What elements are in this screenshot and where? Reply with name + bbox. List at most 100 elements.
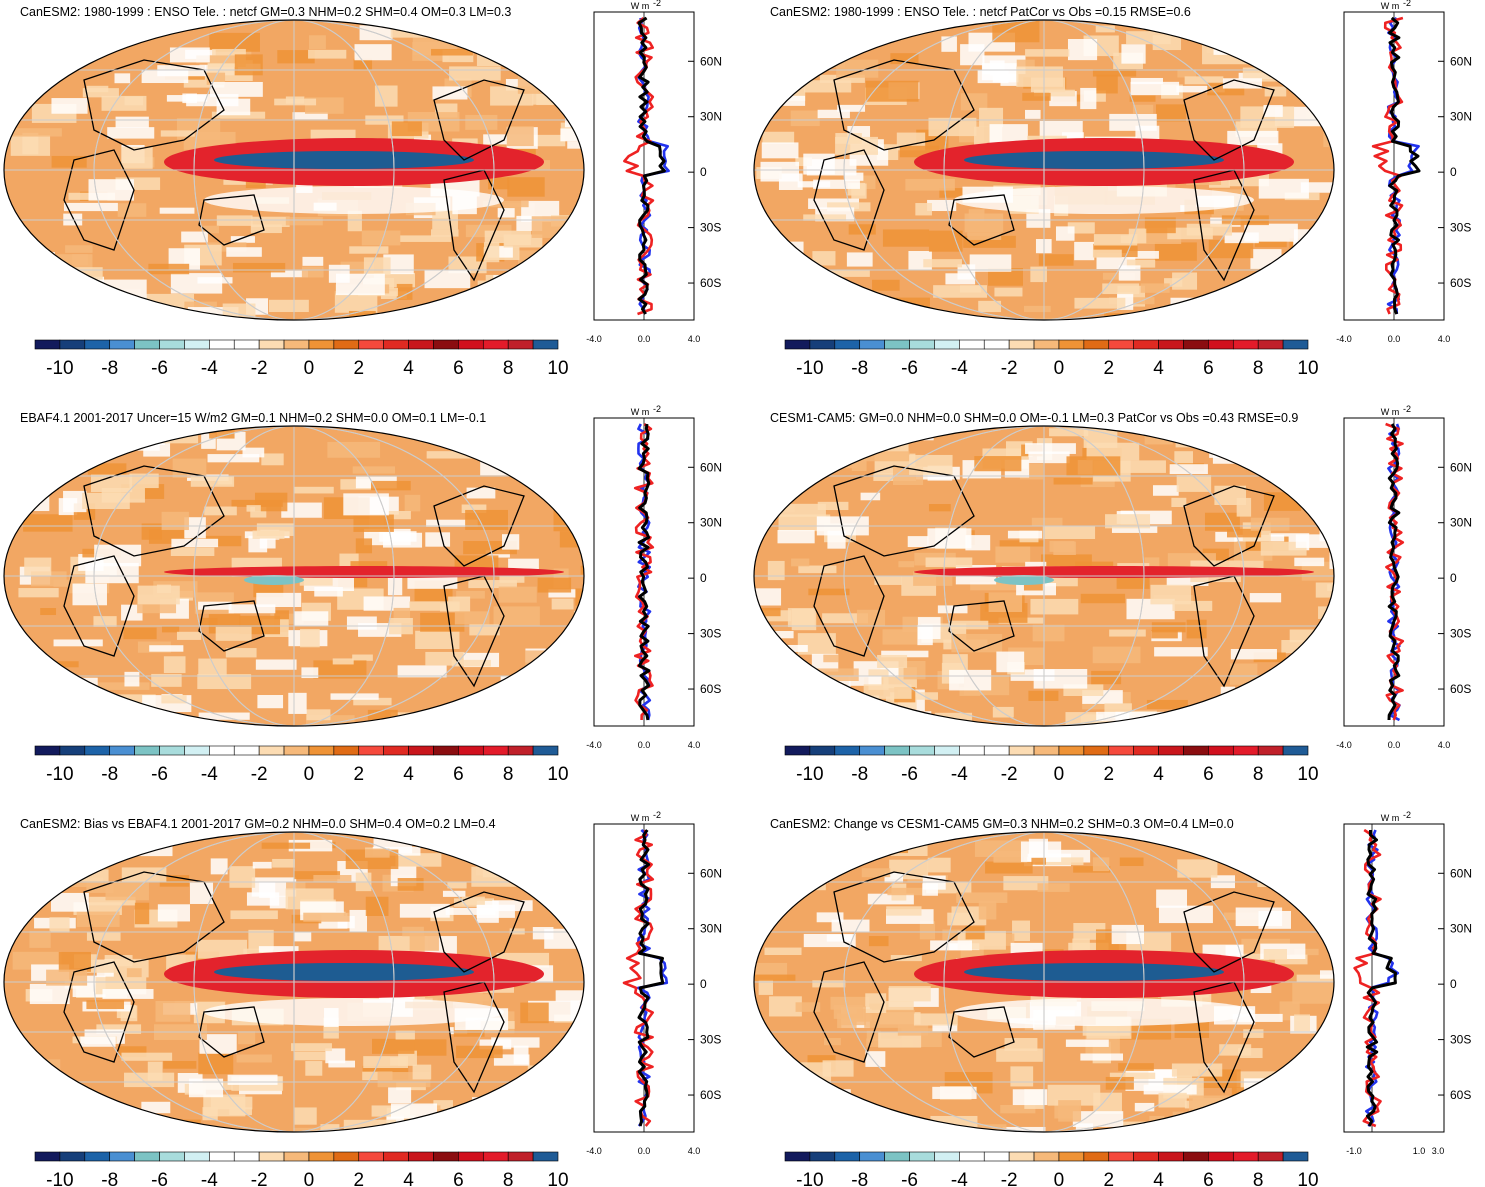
colorbar-label: -8	[101, 1170, 118, 1187]
colorbar-label: 8	[1253, 358, 1264, 379]
colorbar-label: 0	[304, 764, 315, 785]
colorbar-swatch	[532, 1151, 559, 1162]
colorbar-swatch	[1083, 745, 1110, 756]
colorbar-label: 8	[503, 764, 514, 785]
trace-black	[637, 829, 665, 1127]
colorbar-swatch	[184, 745, 210, 756]
colorbar-swatch	[308, 1151, 335, 1162]
x-label: -4.0	[586, 1146, 602, 1156]
graticule-lon	[193, 832, 395, 1132]
x-label: 4.0	[1438, 740, 1451, 750]
coastline	[1183, 485, 1275, 567]
lat-label: 60N	[700, 460, 722, 474]
colorbar-swatch	[983, 339, 1010, 350]
enso-blue-core	[214, 963, 474, 981]
colorbar-swatch	[784, 745, 811, 756]
map	[754, 20, 1334, 320]
colorbar-swatch	[258, 339, 285, 350]
colorbar-label: -6	[901, 764, 918, 785]
colorbar-swatch	[209, 745, 235, 756]
colorbar-label: 0	[304, 1170, 315, 1187]
colorbar-label: 6	[453, 358, 464, 379]
x-label: 0.0	[1388, 334, 1401, 344]
coastline	[833, 465, 975, 557]
colorbar-swatch	[532, 339, 559, 350]
colorbar-label: -4	[201, 358, 218, 379]
unit-superscript: -2	[653, 404, 661, 414]
x-label: 3.0	[1432, 1146, 1445, 1156]
colorbar-swatch	[159, 339, 185, 350]
trace-black	[1388, 16, 1421, 315]
colorbar-swatch	[784, 339, 811, 350]
panel-p5: CanESM2: Bias vs EBAF4.1 2001-2017 GM=0.…	[3, 810, 722, 1187]
coastline	[833, 59, 975, 151]
colorbar-swatch	[358, 339, 384, 350]
colorbar-swatch	[809, 1151, 836, 1162]
coastline	[433, 485, 525, 567]
unit-label: W m	[1381, 407, 1400, 417]
unit-superscript: -2	[1403, 404, 1411, 414]
unit-label: W m	[631, 1, 650, 11]
colorbar-label: -2	[1001, 1170, 1018, 1187]
colorbar-label: -6	[151, 358, 168, 379]
colorbar: -10 -8 -6 -4 -2 0 2 4 6 8 10	[34, 745, 569, 785]
coastline	[443, 981, 505, 1094]
graticule-lon	[943, 20, 1145, 320]
colorbar-swatch	[59, 745, 86, 756]
lat-label: 0	[1450, 165, 1457, 179]
coastline	[1183, 891, 1275, 973]
colorbar-swatch	[1108, 339, 1134, 350]
colorbar-swatch	[233, 339, 260, 350]
graticule-lon	[843, 20, 1245, 320]
lat-label: 30S	[1450, 1033, 1471, 1047]
colorbar-swatch	[383, 745, 409, 756]
x-label: 4.0	[688, 334, 701, 344]
lat-label: 30N	[700, 110, 722, 124]
colorbar-label: 2	[353, 764, 364, 785]
panel-title: CESM1-CAM5: GM=0.0 NHM=0.0 SHM=0.0 OM=-0…	[770, 411, 1298, 425]
colorbar-swatch	[283, 745, 310, 756]
colorbar-swatch	[959, 1151, 985, 1162]
unit-label: W m	[631, 813, 650, 823]
colorbar-swatch	[283, 339, 310, 350]
lat-label: 60S	[700, 682, 721, 696]
colorbar-label: 4	[403, 764, 414, 785]
colorbar-swatch	[859, 745, 885, 756]
coastline	[833, 871, 975, 963]
lat-label: 60N	[1450, 460, 1472, 474]
colorbar-swatch	[1208, 339, 1234, 350]
enso-red-line	[164, 566, 564, 578]
colorbar-swatch	[1282, 1151, 1309, 1162]
lat-label: 30S	[700, 1033, 721, 1047]
colorbar-swatch	[909, 339, 935, 350]
colorbar-swatch	[34, 745, 61, 756]
colorbar-label: -8	[851, 1170, 868, 1187]
coastline	[1193, 575, 1255, 688]
graticule-lon	[93, 20, 495, 320]
lat-label: 60N	[700, 866, 722, 880]
colorbar-swatch	[834, 339, 861, 350]
colorbar-label: 2	[1103, 764, 1114, 785]
colorbar-swatch	[308, 339, 335, 350]
map-outline	[3, 19, 585, 321]
colorbar-swatch	[1158, 745, 1184, 756]
unit-superscript: -2	[1403, 810, 1411, 820]
zonal-mean-plot: W m -2 60N 30N 0 30S 60S -4.0 0.0 4.0	[586, 404, 722, 750]
colorbar: -10 -8 -6 -4 -2 0 2 4 6 8 10	[34, 1151, 569, 1187]
map-outline	[3, 425, 585, 727]
colorbar-label: -8	[101, 358, 118, 379]
colorbar-swatch	[109, 339, 135, 350]
map	[754, 832, 1334, 1132]
colorbar-label: -2	[1001, 764, 1018, 785]
colorbar-label: 10	[1297, 764, 1318, 785]
trace-black	[1387, 423, 1401, 721]
colorbar-swatch	[1133, 339, 1159, 350]
colorbar: -10 -8 -6 -4 -2 0 2 4 6 8 10	[784, 1151, 1319, 1187]
x-label: 0.0	[638, 334, 651, 344]
panel-title: CanESM2: 1980-1999 : ENSO Tele. : netcf …	[770, 5, 1191, 19]
lat-label: 30S	[700, 627, 721, 641]
colorbar-swatch	[1232, 339, 1259, 350]
colorbar-label: 4	[403, 1170, 414, 1187]
panel-p4: CESM1-CAM5: GM=0.0 NHM=0.0 SHM=0.0 OM=-0…	[753, 404, 1472, 785]
colorbar-swatch	[809, 745, 836, 756]
